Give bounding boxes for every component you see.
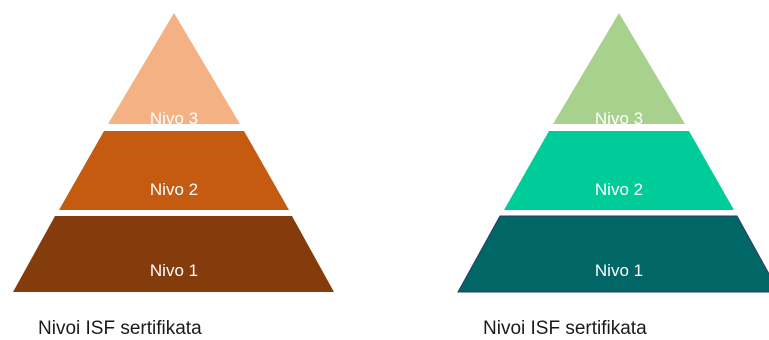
pyramid-right-level-3 — [553, 13, 685, 124]
pyramid-right-level-1 — [457, 215, 769, 293]
pyramid-right-level-3-label: Nivo 3 — [595, 109, 643, 128]
pyramid-right-caption: Nivoi ISF sertifikata — [483, 318, 647, 339]
pyramid-left-level-3 — [108, 13, 240, 124]
pyramid-left-level-2-label: Nivo 2 — [150, 180, 198, 199]
pyramid-left-level-1 — [13, 216, 334, 292]
pyramid-left: Nivo 3 Nivo 2 Nivo 1 — [13, 13, 334, 292]
pyramid-right-level-2-label: Nivo 2 — [595, 180, 643, 199]
pyramid-left-level-1-label: Nivo 1 — [150, 261, 198, 280]
pyramid-left-level-2 — [59, 131, 289, 210]
pyramid-left-caption: Nivoi ISF sertifikata — [38, 318, 202, 339]
pyramid-right: Nivo 3 Nivo 2 Nivo 1 — [457, 13, 769, 293]
pyramid-right-level-1-label: Nivo 1 — [595, 261, 643, 280]
pyramid-right-level-2 — [504, 131, 734, 210]
pyramid-left-level-3-label: Nivo 3 — [150, 109, 198, 128]
